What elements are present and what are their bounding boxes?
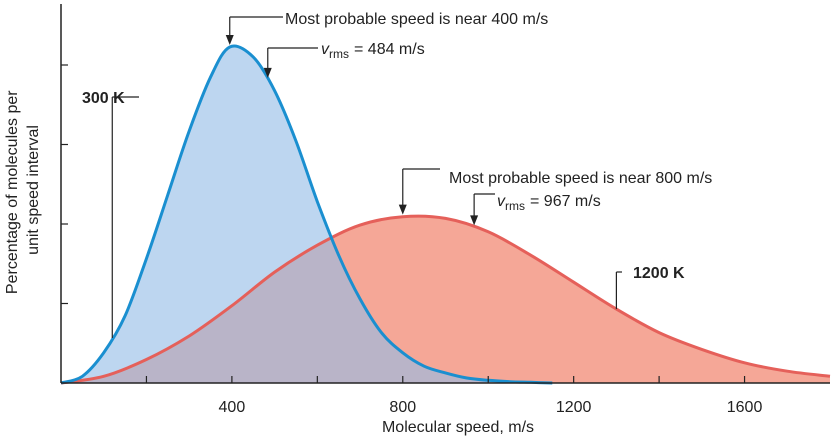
line-300k bbox=[60, 44, 553, 385]
annotation-300k-rms-arrow-head bbox=[263, 67, 272, 78]
y-axis-title-line-2: unit speed interval bbox=[25, 125, 42, 255]
series-lines bbox=[60, 44, 831, 385]
y-axis-title: Percentage of molecules per unit speed i… bbox=[4, 86, 42, 294]
annotation-1200k-rms-arrow-head bbox=[470, 215, 479, 226]
x-tick-label-400: 400 bbox=[219, 399, 246, 416]
line-1200k bbox=[60, 214, 831, 385]
annotation-1200k-rms-value: = 967 m/s bbox=[530, 193, 601, 210]
annotation-1200k-rms-subscript: rms bbox=[505, 199, 525, 213]
x-tick-label-1200: 1200 bbox=[556, 399, 592, 416]
axis-ticks: 400 800 1200 1600 bbox=[61, 64, 763, 416]
annotation-1200k-most-probable: Most probable speed is near 800 m/s bbox=[449, 170, 712, 187]
annotation-300k-rms-subscript: rms bbox=[329, 47, 349, 61]
annotation-300k-rms: vrms = 484 m/s bbox=[321, 41, 425, 61]
x-tick-label-800: 800 bbox=[389, 399, 416, 416]
x-axis-title: Molecular speed, m/s bbox=[382, 419, 534, 436]
annotation-1200k-rms: vrms = 967 m/s bbox=[497, 193, 601, 213]
annotation-300k-rms-symbol: v bbox=[321, 41, 330, 58]
annotation-300k-most-probable: Most probable speed is near 400 m/s bbox=[285, 11, 548, 28]
label-300k: 300 K bbox=[82, 90, 125, 107]
y-axis-title-line-1: Percentage of molecules per bbox=[4, 90, 21, 294]
annotation-300k-rms-value: = 484 m/s bbox=[354, 41, 425, 58]
label-1200k: 1200 K bbox=[633, 265, 685, 282]
area-300k bbox=[61, 46, 553, 383]
series-areas bbox=[61, 46, 830, 383]
annotation-300k-mp-arrow-head bbox=[225, 35, 234, 45]
annotation-1200k-rms-symbol: v bbox=[497, 193, 506, 210]
annotation-1200k-mp-arrow-head bbox=[398, 204, 407, 215]
x-tick-label-1600: 1600 bbox=[727, 399, 763, 416]
